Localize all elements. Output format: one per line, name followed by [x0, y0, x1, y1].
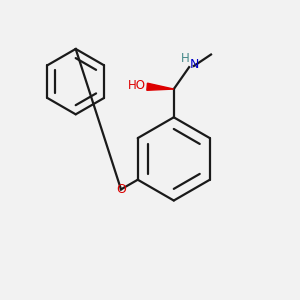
Polygon shape: [147, 83, 174, 90]
Text: H: H: [181, 52, 190, 65]
Text: N: N: [190, 58, 199, 71]
Text: O: O: [116, 183, 126, 196]
Text: HO: HO: [128, 79, 146, 92]
